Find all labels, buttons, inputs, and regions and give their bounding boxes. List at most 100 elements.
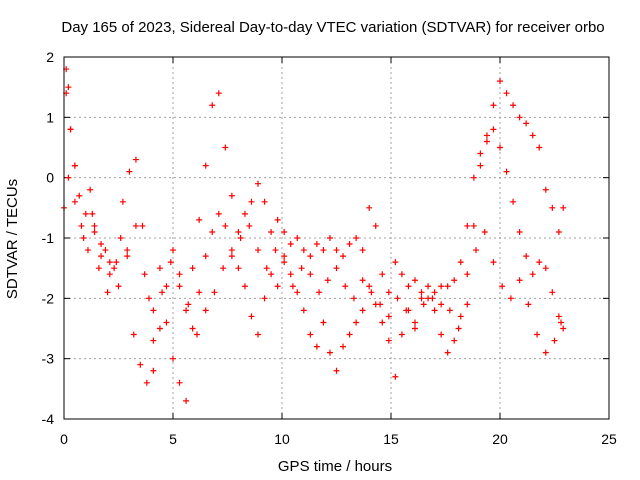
data-point — [95, 265, 102, 272]
data-point — [91, 228, 98, 235]
data-point — [470, 174, 477, 181]
data-point — [111, 265, 118, 272]
data-point — [340, 253, 347, 260]
data-point — [176, 379, 183, 386]
data-point — [418, 295, 425, 302]
data-point — [294, 289, 301, 296]
data-point — [490, 102, 497, 109]
data-point — [124, 253, 131, 260]
data-point — [220, 265, 227, 272]
data-point — [470, 222, 477, 229]
data-point — [189, 265, 196, 272]
data-point — [516, 228, 523, 235]
y-tick-label: 0 — [46, 170, 54, 186]
data-point — [183, 307, 190, 314]
data-point — [202, 162, 209, 169]
x-tick-label: 0 — [60, 431, 68, 447]
data-point — [481, 228, 488, 235]
data-point — [372, 222, 379, 229]
data-point — [431, 289, 438, 296]
data-point — [403, 307, 410, 314]
data-point — [431, 307, 438, 314]
data-point — [67, 126, 74, 133]
data-point — [320, 247, 327, 254]
data-point — [202, 307, 209, 314]
data-point — [510, 102, 517, 109]
data-point — [366, 283, 373, 290]
y-tick-label: 1 — [46, 109, 54, 125]
data-point — [130, 331, 137, 338]
data-point — [385, 313, 392, 320]
data-point — [146, 295, 153, 302]
data-point — [307, 253, 314, 260]
data-point — [189, 325, 196, 332]
data-point — [507, 295, 514, 302]
data-point — [196, 216, 203, 223]
data-point — [102, 247, 109, 254]
data-point — [176, 283, 183, 290]
data-point — [503, 90, 510, 97]
data-point — [398, 331, 405, 338]
data-point — [106, 259, 113, 266]
data-point — [525, 301, 532, 308]
data-point — [196, 289, 203, 296]
data-point — [326, 235, 333, 241]
data-point — [80, 235, 87, 241]
data-point — [274, 283, 281, 290]
data-point — [170, 355, 176, 362]
data-point — [87, 186, 94, 193]
data-point — [82, 210, 89, 217]
data-point — [333, 367, 340, 374]
data-point — [215, 90, 222, 97]
data-point — [451, 337, 458, 344]
data-point — [516, 114, 523, 121]
data-point — [359, 307, 366, 314]
data-point — [350, 295, 357, 302]
data-point — [307, 271, 314, 278]
data-point — [542, 265, 549, 272]
data-point — [542, 349, 549, 356]
data-point — [241, 210, 248, 217]
data-point — [241, 283, 248, 290]
data-point — [141, 271, 148, 278]
data-point — [385, 289, 392, 296]
data-point — [248, 198, 255, 205]
data-point — [353, 235, 360, 241]
data-point — [91, 222, 98, 229]
data-point — [411, 319, 418, 326]
data-point — [405, 283, 412, 290]
data-point — [159, 289, 166, 296]
data-point — [176, 271, 183, 278]
data-point — [438, 301, 445, 308]
data-point — [340, 343, 347, 350]
data-point — [499, 283, 506, 290]
data-point — [106, 271, 113, 278]
data-point — [98, 253, 105, 260]
data-point — [377, 301, 384, 308]
data-point — [139, 222, 146, 229]
series-track-b — [63, 90, 567, 404]
data-point — [228, 192, 235, 199]
data-point — [287, 271, 294, 278]
x-tick-label: 15 — [383, 431, 399, 447]
x-tick-label: 5 — [169, 431, 177, 447]
x-tick-label: 25 — [601, 431, 617, 447]
data-point — [268, 228, 275, 235]
data-point — [209, 102, 216, 109]
data-point — [316, 289, 323, 296]
data-point — [237, 235, 244, 241]
data-point — [392, 259, 399, 266]
data-point — [446, 307, 453, 314]
data-point — [558, 319, 565, 326]
y-tick-label: 2 — [46, 49, 54, 65]
data-point — [261, 198, 268, 205]
data-point — [289, 283, 296, 290]
data-point — [477, 162, 484, 169]
data-point — [473, 247, 480, 254]
data-point — [163, 283, 170, 290]
data-point — [411, 277, 418, 284]
data-point — [222, 144, 229, 151]
data-point — [324, 277, 331, 284]
data-point — [392, 373, 399, 380]
